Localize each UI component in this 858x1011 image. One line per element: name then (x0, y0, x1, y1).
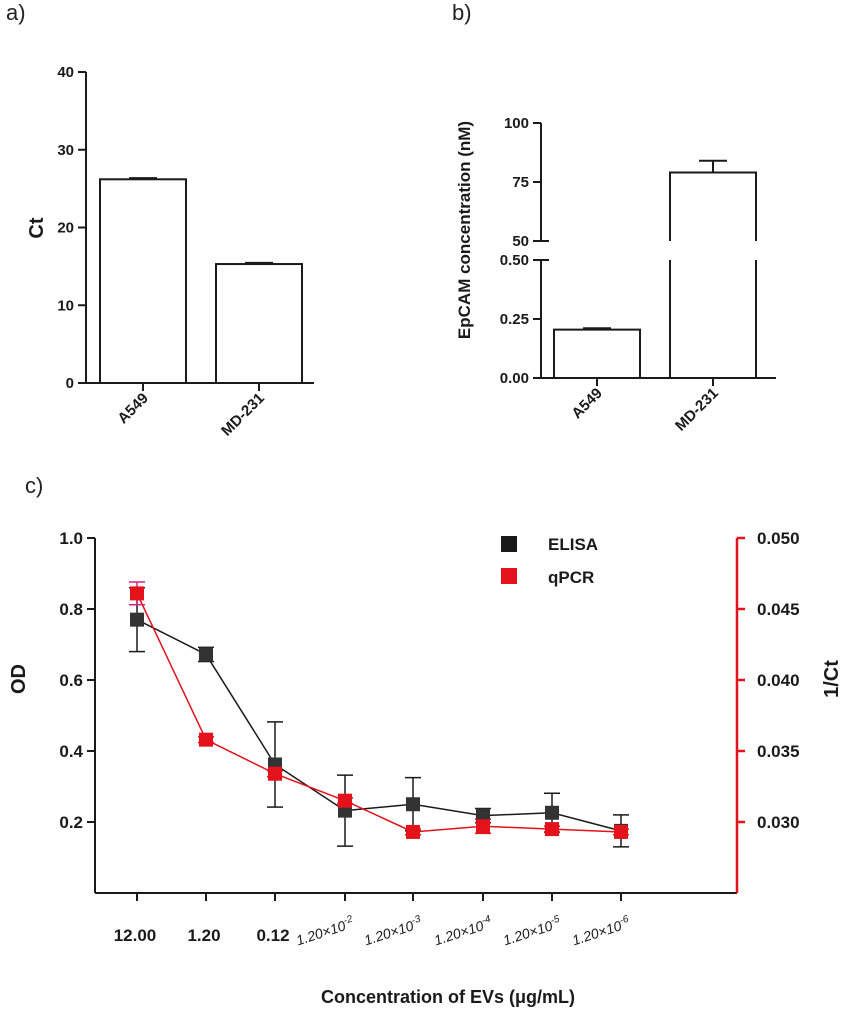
b-bar-0 (553, 328, 641, 379)
panel-c: c) OD 1/Ct Concentration of EVs (μg/mL) … (8, 473, 843, 1007)
c-xtick-label-7: 1.20×10-6 (570, 914, 633, 949)
legend: ELISA qPCR (501, 535, 598, 587)
c-elisa-point-6 (545, 805, 559, 820)
a-ytick-label-4: 40 (57, 64, 74, 81)
a-xtick-label-1: MD-231 (218, 390, 268, 440)
c-qpcr-point-4 (406, 824, 420, 839)
a-ytick-label-3: 30 (57, 142, 74, 159)
c-ytick-left-label-3: 0.8 (59, 600, 83, 619)
panel-b: b) EpCAM concentration (nM) 0.00 0.25 0.50… (452, 0, 776, 435)
c-ytick-right-label-2: 0.040 (757, 671, 800, 690)
c-elisa-point-4 (406, 797, 420, 812)
b-ytick-lower-label-0: 0.00 (500, 370, 529, 387)
c-ytick-left-label-2: 0.6 (59, 671, 83, 690)
b-ytick-upper-label-2: 100 (504, 115, 529, 132)
c-ytick-right-label-1: 0.035 (757, 742, 800, 761)
c-ytick-right-label-3: 0.045 (757, 600, 800, 619)
c-elisa-point-0 (130, 612, 144, 627)
a-xtick-label-0: A549 (114, 390, 151, 427)
c-ytick-left-label-4: 1.0 (59, 529, 83, 548)
a-ytick-label-0: 0 (66, 375, 74, 392)
c-ytick-right-label-0: 0.030 (757, 813, 800, 832)
c-xtick-label-2: 0.12 (256, 926, 289, 945)
panel-c-label: c) (25, 473, 43, 498)
c-series-line-elisa (136, 618, 622, 832)
c-qpcr-point-0 (130, 586, 144, 601)
b-ytick-lower-label-1: 0.25 (500, 311, 529, 328)
b-ytick-upper-label-1: 75 (512, 174, 529, 191)
b-xtick-label-0: A549 (568, 385, 605, 422)
c-elisa-point-5 (476, 808, 490, 823)
c-qpcr-point-1 (199, 732, 213, 747)
b-bar-1-lower (669, 260, 757, 378)
panel-b-ylabel: EpCAM concentration (nM) (455, 121, 474, 339)
c-xtick-label-5: 1.20×10-4 (432, 914, 495, 949)
panel-a-label: a) (6, 0, 26, 25)
c-qpcr-point-3 (338, 793, 352, 808)
a-ytick-label-1: 10 (57, 297, 74, 314)
panel-a: a) Ct 0 10 20 30 40 A549 MD-231 (6, 0, 314, 440)
a-bar-1 (215, 263, 303, 385)
c-elisa-point-1 (199, 647, 213, 662)
c-xtick-label-0: 12.00 (114, 926, 157, 945)
legend-swatch-elisa (501, 536, 517, 552)
panel-b-label: b) (452, 0, 472, 25)
panel-c-ylabel-left: OD (8, 664, 30, 694)
a-bar-0 (99, 178, 187, 384)
c-xtick-label-4: 1.20×10-3 (362, 914, 425, 949)
panel-c-xlabel: Concentration of EVs (μg/mL) (321, 987, 575, 1007)
b-xtick-label-1: MD-231 (672, 385, 722, 435)
panel-c-ylabel-right: 1/Ct (821, 660, 843, 698)
legend-label-elisa: ELISA (548, 535, 598, 554)
c-qpcr-point-6 (545, 822, 559, 837)
legend-label-qpcr: qPCR (548, 568, 594, 587)
c-ytick-left-label-1: 0.4 (59, 742, 83, 761)
c-ytick-right-label-4: 0.050 (757, 529, 800, 548)
b-ytick-upper-label-0: 50 (512, 233, 529, 250)
b-bar-1-upper (669, 171, 757, 241)
b-ytick-lower-label-2: 0.50 (500, 252, 529, 269)
c-qpcr-point-2 (268, 766, 282, 781)
c-xtick-label-3: 1.20×10-2 (294, 914, 357, 949)
c-series-line-qpcr (136, 593, 622, 833)
panel-a-ylabel: Ct (26, 217, 48, 238)
c-ytick-left-label-0: 0.2 (59, 813, 83, 832)
c-xtick-label-6: 1.20×10-5 (501, 914, 564, 949)
c-qpcr-point-5 (476, 819, 490, 834)
legend-swatch-qpcr (501, 568, 517, 584)
a-ytick-label-2: 20 (57, 220, 74, 237)
c-qpcr-point-7 (614, 824, 628, 839)
c-xtick-label-1: 1.20 (187, 926, 220, 945)
